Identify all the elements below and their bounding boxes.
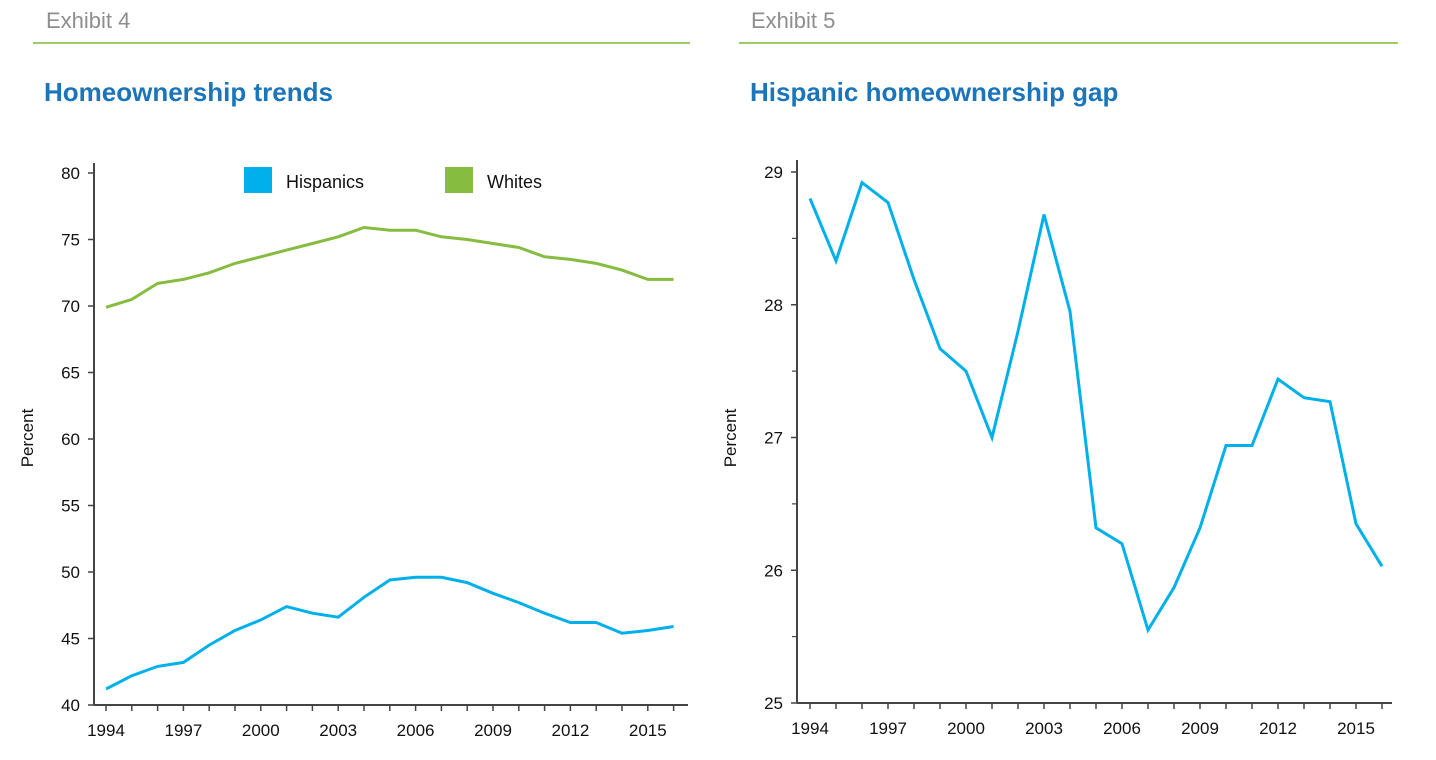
series-line-hispanics bbox=[105, 575, 674, 691]
legend-label-hispanics: Hispanics bbox=[286, 172, 364, 192]
x-tick-label: 2003 bbox=[319, 721, 357, 740]
x-tick-label: 1997 bbox=[164, 721, 202, 740]
hispanic-gap-chart: 25 26 27 28 29 1994 1997 2000 2003 2006 2009 2012 20… bbox=[721, 160, 1392, 738]
x-tick-label: 2009 bbox=[1181, 719, 1219, 738]
y-tick-label: 28 bbox=[764, 296, 783, 315]
exhibit-5-label: Exhibit 5 bbox=[751, 8, 836, 33]
y-tick-label: 50 bbox=[61, 563, 80, 582]
x-tick-label: 1997 bbox=[869, 719, 907, 738]
legend-swatch-hispanics bbox=[244, 167, 272, 193]
x-tick-label: 1994 bbox=[87, 721, 125, 740]
y-tick-label: 80 bbox=[61, 164, 80, 183]
exhibit-5-panel: Exhibit 5 Hispanic homeownership gap 25 2… bbox=[718, 0, 1436, 760]
y-axis-label: Percent bbox=[18, 408, 37, 467]
homeownership-trends-chart: 40 45 50 55 60 65 70 75 80 1994 1997 2000 2003 2006 20… bbox=[18, 163, 688, 740]
x-tick-label: 2012 bbox=[551, 721, 589, 740]
x-tick-label: 2009 bbox=[474, 721, 512, 740]
y-tick-label: 26 bbox=[764, 561, 783, 580]
x-tick-label: 2006 bbox=[1103, 719, 1141, 738]
legend-swatch-whites bbox=[445, 167, 473, 193]
y-tick-label: 40 bbox=[61, 696, 80, 715]
y-tick-label: 25 bbox=[764, 694, 783, 713]
y-tick-label: 65 bbox=[61, 364, 80, 383]
y-tick-label: 55 bbox=[61, 497, 80, 516]
x-tick-label: 2015 bbox=[629, 721, 667, 740]
legend-label-whites: Whites bbox=[487, 172, 542, 192]
chart-title-hispanic-gap: Hispanic homeownership gap bbox=[750, 77, 1119, 107]
y-tick-label: 60 bbox=[61, 430, 80, 449]
exhibit-4-label: Exhibit 4 bbox=[46, 8, 131, 33]
y-tick-label: 75 bbox=[61, 231, 80, 250]
chart-title-homeownership-trends: Homeownership trends bbox=[44, 77, 333, 107]
x-tick-label: 1994 bbox=[791, 719, 829, 738]
exhibit-4-panel: Exhibit 4 Homeownership trends 40 45 50 55 6… bbox=[18, 8, 690, 740]
x-tick-label: 2015 bbox=[1337, 719, 1375, 738]
x-tick-label: 2000 bbox=[242, 721, 280, 740]
y-tick-label: 45 bbox=[61, 630, 80, 649]
x-tick-label: 2012 bbox=[1259, 719, 1297, 738]
series-line-whites bbox=[105, 225, 674, 309]
exhibit-5-rule bbox=[739, 42, 1398, 44]
y-tick-label: 70 bbox=[61, 297, 80, 316]
x-tick-label: 2006 bbox=[397, 721, 435, 740]
x-tick-label: 2003 bbox=[1025, 719, 1063, 738]
y-axis-label: Percent bbox=[721, 408, 740, 467]
y-tick-label: 27 bbox=[764, 429, 783, 448]
x-tick-label: 2000 bbox=[947, 719, 985, 738]
exhibit-4-rule bbox=[33, 42, 690, 44]
y-tick-label: 29 bbox=[764, 163, 783, 182]
series-line-gap bbox=[808, 180, 1384, 634]
